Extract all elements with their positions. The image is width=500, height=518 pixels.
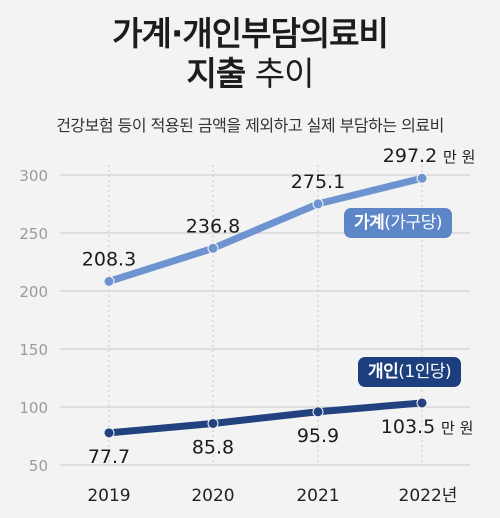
y-tick-label: 100	[19, 399, 48, 417]
y-tick-label: 300	[19, 167, 48, 185]
data-label-individual: 103.5	[381, 416, 435, 438]
data-point-individual	[416, 397, 428, 409]
data-point-household	[416, 172, 428, 184]
y-tick-label: 150	[19, 341, 48, 359]
series-line-individual	[105, 399, 426, 437]
legend-household-bold: 가계	[354, 213, 385, 233]
data-label-individual: 85.8	[192, 436, 234, 458]
data-point-individual	[103, 427, 115, 439]
data-point-individual	[207, 417, 219, 429]
data-label-household: 236.8	[186, 215, 240, 237]
unit-label-household: 만 원	[443, 148, 475, 166]
data-point-household	[103, 275, 115, 287]
y-tick-label: 50	[29, 457, 48, 475]
legend-individual: 개인(1인당)	[358, 357, 462, 387]
y-tick-label: 250	[19, 225, 48, 243]
data-point-household	[207, 242, 219, 254]
data-point-individual	[312, 406, 324, 418]
legend-individual-bold: 개인	[368, 362, 399, 382]
chart-title: 가계·개인부담의료비 지출 추이	[0, 14, 500, 94]
data-label-household: 275.1	[291, 171, 345, 193]
x-tick-label: 2021	[296, 486, 339, 506]
x-tick-label: 2022년	[399, 486, 458, 506]
data-point-household	[312, 198, 324, 210]
legend-household-rest: (가구당)	[384, 213, 442, 233]
y-tick-label: 200	[19, 283, 48, 301]
series-line-household	[105, 174, 426, 285]
x-tick-label: 2019	[87, 486, 130, 506]
chart-subtitle: 건강보험 등이 적용된 금액을 제외하고 실제 부담하는 의료비	[56, 116, 444, 135]
unit-label-individual: 만 원	[441, 419, 473, 437]
title-line-2: 지출 추이	[0, 54, 500, 94]
legend-individual-rest: (1인당)	[398, 362, 452, 382]
title-line-2-bold: 지출	[186, 54, 247, 93]
title-line-2-light: 추이	[245, 54, 315, 93]
data-label-individual: 95.9	[297, 425, 339, 447]
x-tick-label: 2020	[191, 486, 234, 506]
data-label-household: 297.2	[383, 145, 437, 167]
data-label-household: 208.3	[82, 248, 136, 270]
data-label-individual: 77.7	[88, 446, 130, 468]
legend-household: 가계(가구당)	[344, 208, 452, 238]
title-line-1: 가계·개인부담의료비	[112, 14, 389, 53]
